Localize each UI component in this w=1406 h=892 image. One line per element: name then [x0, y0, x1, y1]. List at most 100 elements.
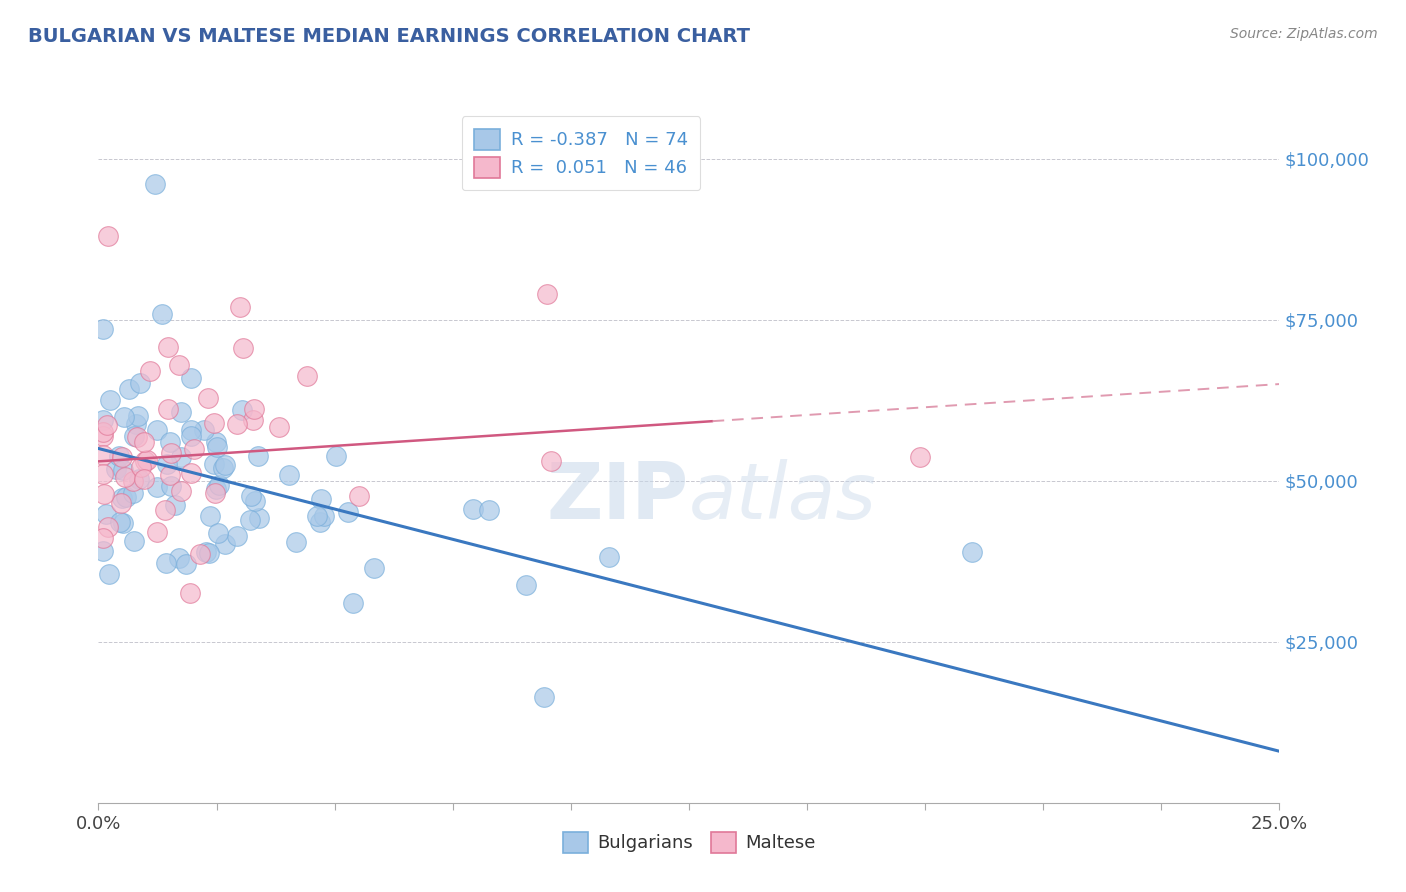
Point: [96, 507, 118, 521]
Point: [598, 549, 620, 564]
Point: [207, 525, 229, 540]
Point: [204, 485, 226, 500]
Point: [325, 449, 347, 463]
Point: [242, 413, 264, 427]
Point: [91, 425, 114, 439]
Point: [198, 509, 221, 524]
Point: [170, 405, 193, 419]
Point: [180, 428, 202, 442]
Point: [111, 516, 134, 531]
Point: [111, 491, 134, 505]
Point: [98, 393, 121, 408]
Point: [91, 467, 114, 481]
Point: [269, 420, 291, 434]
Point: [305, 508, 328, 523]
Point: [143, 178, 166, 192]
Point: [97, 228, 120, 243]
Point: [91, 322, 114, 336]
Point: [165, 498, 187, 512]
Point: [226, 417, 249, 432]
Point: [91, 544, 114, 558]
Point: [212, 460, 235, 475]
Point: [156, 401, 179, 416]
Point: [336, 505, 359, 519]
Point: [134, 454, 156, 468]
Point: [91, 413, 114, 427]
Point: [536, 286, 558, 301]
Point: [114, 470, 136, 484]
Point: [108, 449, 131, 463]
Point: [145, 480, 167, 494]
Point: [239, 489, 262, 503]
Point: [342, 596, 364, 610]
Point: [169, 551, 191, 566]
Point: [170, 483, 193, 498]
Point: [157, 340, 180, 354]
Point: [197, 546, 219, 560]
Point: [238, 513, 260, 527]
Point: [205, 435, 228, 450]
Legend: Bulgarians, Maltese: Bulgarians, Maltese: [551, 821, 827, 863]
Point: [515, 578, 537, 592]
Point: [128, 472, 150, 486]
Text: BULGARIAN VS MALTESE MEDIAN EARNINGS CORRELATION CHART: BULGARIAN VS MALTESE MEDIAN EARNINGS COR…: [28, 27, 751, 45]
Point: [540, 454, 562, 468]
Point: [285, 535, 308, 549]
Point: [179, 585, 201, 599]
Point: [278, 467, 301, 482]
Point: [160, 479, 183, 493]
Point: [170, 450, 193, 465]
Point: [134, 472, 156, 486]
Point: [225, 529, 247, 543]
Point: [146, 423, 169, 437]
Point: [174, 557, 197, 571]
Point: [229, 300, 252, 314]
Point: [93, 487, 115, 501]
Point: [122, 534, 145, 549]
Point: [180, 466, 202, 480]
Point: [132, 434, 155, 449]
Point: [478, 502, 501, 516]
Point: [193, 424, 215, 438]
Point: [98, 567, 121, 582]
Point: [156, 458, 179, 472]
Point: [962, 544, 984, 558]
Point: [242, 402, 264, 417]
Point: [125, 417, 148, 432]
Point: [245, 494, 267, 508]
Point: [463, 501, 485, 516]
Point: [309, 516, 332, 530]
Point: [159, 434, 181, 449]
Point: [91, 429, 114, 443]
Point: [208, 477, 231, 491]
Point: [204, 482, 226, 496]
Point: [110, 496, 132, 510]
Point: [309, 491, 332, 506]
Point: [363, 561, 385, 575]
Point: [108, 515, 131, 529]
Point: [96, 417, 118, 432]
Point: [180, 423, 202, 437]
Point: [246, 449, 269, 463]
Point: [139, 364, 162, 378]
Point: [202, 457, 225, 471]
Point: [347, 489, 370, 503]
Point: [908, 450, 931, 465]
Point: [125, 430, 148, 444]
Text: ZIP: ZIP: [547, 458, 689, 534]
Point: [214, 536, 236, 550]
Point: [121, 486, 143, 500]
Point: [91, 531, 114, 545]
Point: [247, 510, 270, 524]
Point: [111, 463, 134, 477]
Point: [129, 460, 152, 475]
Point: [129, 376, 152, 390]
Point: [202, 417, 225, 431]
Text: atlas: atlas: [689, 458, 877, 534]
Point: [97, 520, 120, 534]
Point: [160, 445, 183, 459]
Point: [312, 509, 335, 524]
Point: [150, 307, 173, 321]
Point: [91, 448, 114, 462]
Point: [195, 544, 218, 558]
